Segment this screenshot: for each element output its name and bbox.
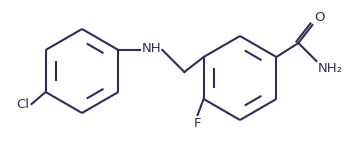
Text: NH: NH xyxy=(141,42,161,56)
Text: O: O xyxy=(314,11,325,24)
Text: NH₂: NH₂ xyxy=(317,62,342,75)
Text: Cl: Cl xyxy=(17,99,30,111)
Text: F: F xyxy=(194,117,201,130)
